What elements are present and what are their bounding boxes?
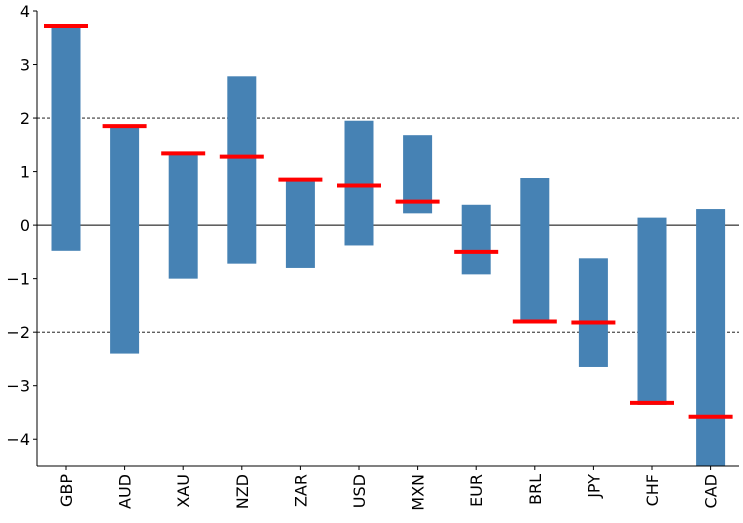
y-tick-label: 3 [20, 56, 30, 75]
range-bar-chf [637, 217, 667, 405]
range-bar-aud [110, 126, 140, 354]
x-tick-label-usd: USD [350, 474, 369, 508]
x-tick-label-gbp: GBP [57, 474, 76, 507]
y-tick-label: −4 [6, 430, 30, 449]
y-tick-label: −3 [6, 377, 30, 396]
reference-lines [37, 117, 739, 333]
range-bar-usd [344, 120, 374, 246]
x-tick-label-eur: EUR [467, 474, 486, 507]
marker-lines [44, 23, 733, 419]
x-axis-ticks: GBP AUD XAU NZD ZAR USD MXN EUR BRL JPY CHF CAD [57, 466, 721, 511]
range-bar-zar [285, 179, 315, 268]
range-bars [51, 27, 726, 466]
y-axis-ticks: 4 3 2 1 0 −1 −2 −3 −4 [6, 2, 37, 449]
x-tick-label-mxn: MXN [409, 474, 428, 511]
range-bar-xau [168, 154, 198, 279]
x-tick-label-xau: XAU [174, 474, 193, 508]
axes [36, 11, 739, 467]
x-tick-label-brl: BRL [526, 474, 545, 505]
range-bar-brl [520, 178, 550, 322]
range-bar-gbp [51, 27, 81, 251]
y-tick-label: 4 [20, 2, 30, 21]
y-tick-label: −2 [6, 323, 30, 342]
x-tick-label-aud: AUD [116, 474, 135, 509]
range-bar-cad [696, 209, 726, 466]
y-tick-label: 1 [20, 163, 30, 182]
y-tick-label: 2 [20, 109, 30, 128]
range-bar-eur [461, 204, 491, 275]
x-tick-label-zar: ZAR [291, 474, 310, 507]
x-tick-label-nzd: NZD [233, 474, 252, 509]
y-tick-label: −1 [6, 270, 30, 289]
range-bar-nzd [227, 76, 257, 264]
range-bar-jpy [578, 258, 608, 367]
x-tick-label-chf: CHF [643, 474, 662, 506]
x-tick-label-cad: CAD [702, 474, 721, 508]
x-tick-label-jpy: JPY [584, 474, 603, 499]
y-tick-label: 0 [20, 216, 30, 235]
